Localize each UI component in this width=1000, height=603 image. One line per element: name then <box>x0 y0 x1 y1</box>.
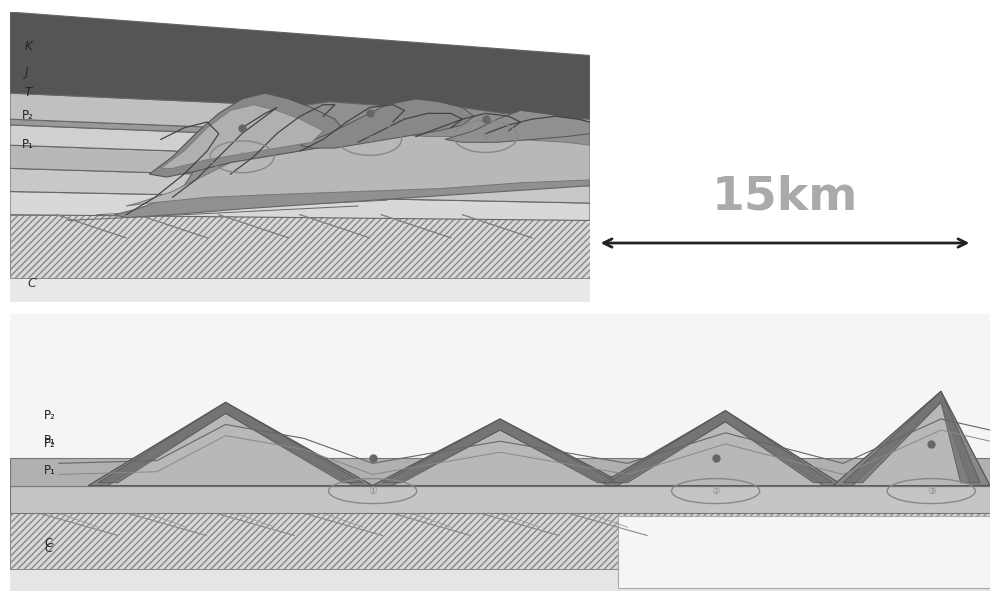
Polygon shape <box>108 414 353 485</box>
Polygon shape <box>10 119 590 148</box>
Text: P₂: P₂ <box>44 437 56 450</box>
Polygon shape <box>10 125 590 165</box>
Text: C: C <box>44 537 53 549</box>
FancyBboxPatch shape <box>10 513 990 591</box>
Polygon shape <box>10 485 990 513</box>
Polygon shape <box>300 99 474 148</box>
Polygon shape <box>608 411 833 483</box>
Polygon shape <box>114 102 590 218</box>
Polygon shape <box>10 93 590 142</box>
Polygon shape <box>445 110 590 142</box>
Text: J: J <box>24 66 28 79</box>
Text: P₁: P₁ <box>22 138 33 151</box>
Text: K: K <box>24 40 32 52</box>
Text: P₂: P₂ <box>22 109 33 122</box>
FancyBboxPatch shape <box>10 513 990 569</box>
Polygon shape <box>618 421 823 485</box>
Polygon shape <box>10 12 590 119</box>
Text: ①: ① <box>238 152 246 162</box>
Polygon shape <box>373 419 627 485</box>
Polygon shape <box>833 391 990 485</box>
Text: ①: ① <box>368 486 377 496</box>
Polygon shape <box>126 134 590 206</box>
Text: ②: ② <box>711 486 720 496</box>
FancyBboxPatch shape <box>10 314 990 591</box>
Text: ③: ③ <box>481 131 490 142</box>
Polygon shape <box>10 168 590 203</box>
Text: T: T <box>24 86 32 99</box>
Polygon shape <box>382 419 618 483</box>
Polygon shape <box>843 391 980 483</box>
Polygon shape <box>98 402 363 483</box>
Polygon shape <box>10 192 590 221</box>
Text: C: C <box>44 542 53 555</box>
Polygon shape <box>598 411 843 485</box>
Polygon shape <box>392 430 608 485</box>
Text: P₁: P₁ <box>44 464 56 478</box>
Text: 15km: 15km <box>712 174 858 219</box>
Text: ②: ② <box>365 134 374 144</box>
Text: P₁: P₁ <box>44 434 56 447</box>
Polygon shape <box>853 402 970 485</box>
Text: C: C <box>27 277 36 290</box>
Polygon shape <box>149 93 346 177</box>
Polygon shape <box>10 458 990 485</box>
FancyBboxPatch shape <box>10 215 590 279</box>
Text: ③: ③ <box>927 486 936 496</box>
Polygon shape <box>161 105 323 168</box>
Polygon shape <box>88 402 373 485</box>
Text: P₂: P₂ <box>44 409 56 422</box>
FancyBboxPatch shape <box>618 516 990 588</box>
FancyBboxPatch shape <box>10 215 590 302</box>
Polygon shape <box>10 145 590 186</box>
